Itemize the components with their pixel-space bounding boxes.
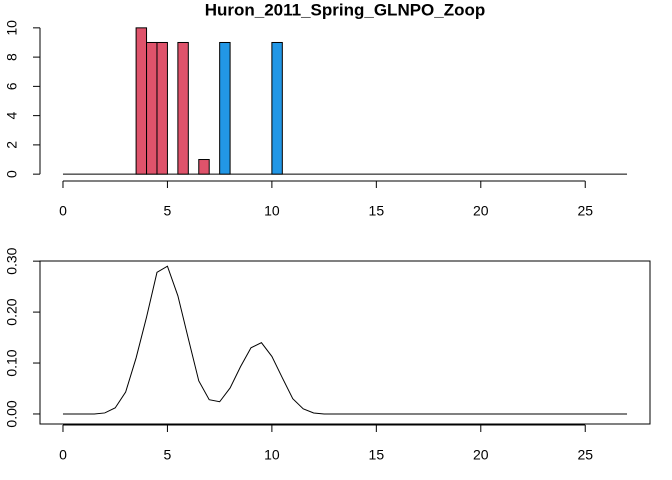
y-tick-label: 8 bbox=[4, 53, 20, 61]
y-tick-label: 0.20 bbox=[4, 298, 20, 325]
x-tick-label: 0 bbox=[59, 447, 67, 463]
y-tick-label: 0.00 bbox=[4, 400, 20, 427]
bar bbox=[135, 27, 148, 175]
x-tick-label: 25 bbox=[577, 203, 593, 219]
density-line bbox=[62, 265, 628, 415]
y-tick-label: 2 bbox=[4, 141, 20, 149]
x-tick-label: 25 bbox=[577, 447, 593, 463]
y-tick-label: 6 bbox=[4, 82, 20, 90]
bar bbox=[156, 41, 168, 175]
y-tick-label: 0.30 bbox=[4, 247, 20, 274]
bar bbox=[271, 41, 283, 175]
y-tick-label: 0.10 bbox=[4, 349, 20, 376]
bar bbox=[219, 41, 231, 175]
x-tick-label: 10 bbox=[264, 447, 280, 463]
x-tick-label: 15 bbox=[369, 203, 385, 219]
bar bbox=[177, 41, 189, 175]
x-tick-label: 20 bbox=[473, 447, 489, 463]
x-tick-label: 0 bbox=[59, 203, 67, 219]
x-tick-label: 5 bbox=[164, 447, 172, 463]
x-tick-label: 20 bbox=[473, 203, 489, 219]
y-tick-label: 10 bbox=[4, 20, 20, 36]
x-tick-label: 10 bbox=[264, 203, 280, 219]
bar bbox=[198, 159, 210, 175]
plot-box bbox=[39, 260, 651, 425]
x-tick-label: 5 bbox=[164, 203, 172, 219]
x-tick-label: 15 bbox=[369, 447, 385, 463]
bar bbox=[146, 41, 158, 175]
chart-title: Huron_2011_Spring_GLNPO_Zoop bbox=[205, 0, 486, 19]
y-tick-label: 0 bbox=[4, 170, 20, 178]
y-tick-label: 4 bbox=[4, 112, 20, 120]
